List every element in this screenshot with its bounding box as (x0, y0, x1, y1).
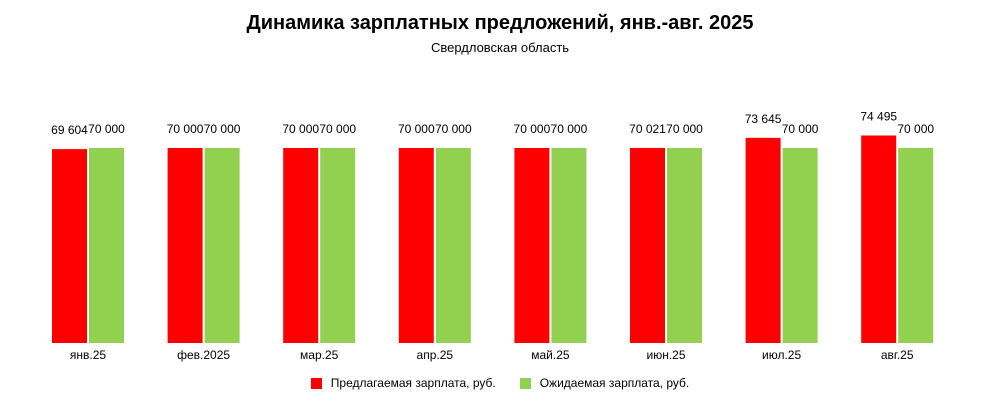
x-tick-label-6: июл.25 (762, 348, 801, 362)
legend-item-offered: Предлагаемая зарплата, руб. (310, 376, 496, 390)
data-label-offered-4: 70 000 (514, 122, 551, 136)
data-label-expected-6: 70 000 (782, 122, 819, 136)
legend-label-offered: Предлагаемая зарплата, руб. (330, 376, 496, 390)
data-label-expected-5: 70 000 (666, 122, 703, 136)
data-label-expected-0: 70 000 (88, 122, 125, 136)
chart-title: Динамика зарплатных предложений, янв.-ав… (246, 12, 754, 34)
data-labels-layer: 69 604 70 000 70 000 70 000 70 000 70 000 70 0… (51, 109, 934, 137)
chart-subtitle: Свердловская область (430, 40, 570, 55)
data-label-expected-3: 70 000 (435, 122, 472, 136)
bars-layer (52, 135, 934, 343)
legend-label-expected: Ожидаемая зарплата, руб. (539, 376, 690, 390)
legend-item-expected: Ожидаемая зарплата, руб. (519, 376, 690, 390)
data-label-offered-3: 70 000 (398, 122, 435, 136)
data-label-offered-7: 74 495 (860, 109, 897, 123)
bar-expected-7 (898, 148, 934, 343)
legend: Предлагаемая зарплата, руб. Ожидаемая за… (0, 376, 1000, 390)
bar-expected-0 (89, 148, 124, 343)
bar-offered-5 (630, 147, 665, 343)
x-tick-label-0: янв.25 (70, 348, 107, 362)
bar-expected-3 (435, 148, 471, 343)
x-tick-label-1: фев.2025 (177, 348, 230, 362)
data-label-offered-0: 69 604 (51, 123, 88, 137)
legend-swatch-offered (310, 377, 322, 389)
data-label-expected-1: 70 000 (204, 122, 241, 136)
data-label-expected-2: 70 000 (319, 122, 356, 136)
x-tick-label-2: мар.25 (300, 348, 339, 362)
legend-swatch-expected (519, 377, 531, 389)
bar-offered-6 (745, 137, 781, 343)
bar-offered-2 (283, 148, 319, 343)
x-tick-labels-layer: янв.25 фев.2025 мар.25 апр.25 май.25 июн.25 ию… (70, 348, 914, 362)
data-label-offered-2: 70 000 (282, 122, 319, 136)
bar-expected-4 (551, 148, 587, 343)
bar-offered-1 (167, 148, 203, 343)
x-tick-label-5: июн.25 (646, 348, 685, 362)
bar-offered-4 (514, 148, 550, 343)
bar-expected-6 (782, 148, 818, 343)
x-tick-label-7: авг.25 (881, 348, 914, 362)
bar-expected-1 (204, 148, 240, 343)
bar-expected-2 (320, 148, 356, 343)
x-tick-label-4: май.25 (531, 348, 570, 362)
bar-expected-5 (667, 148, 702, 343)
bar-offered-0 (52, 149, 87, 343)
data-label-expected-7: 70 000 (897, 122, 934, 136)
data-label-expected-4: 70 000 (551, 122, 588, 136)
bar-offered-7 (861, 135, 897, 343)
data-label-offered-6: 73 645 (745, 112, 782, 126)
bar-offered-3 (398, 148, 434, 343)
data-label-offered-5: 70 021 (629, 122, 666, 136)
data-label-offered-1: 70 000 (167, 122, 204, 136)
x-tick-label-3: апр.25 (417, 348, 454, 362)
